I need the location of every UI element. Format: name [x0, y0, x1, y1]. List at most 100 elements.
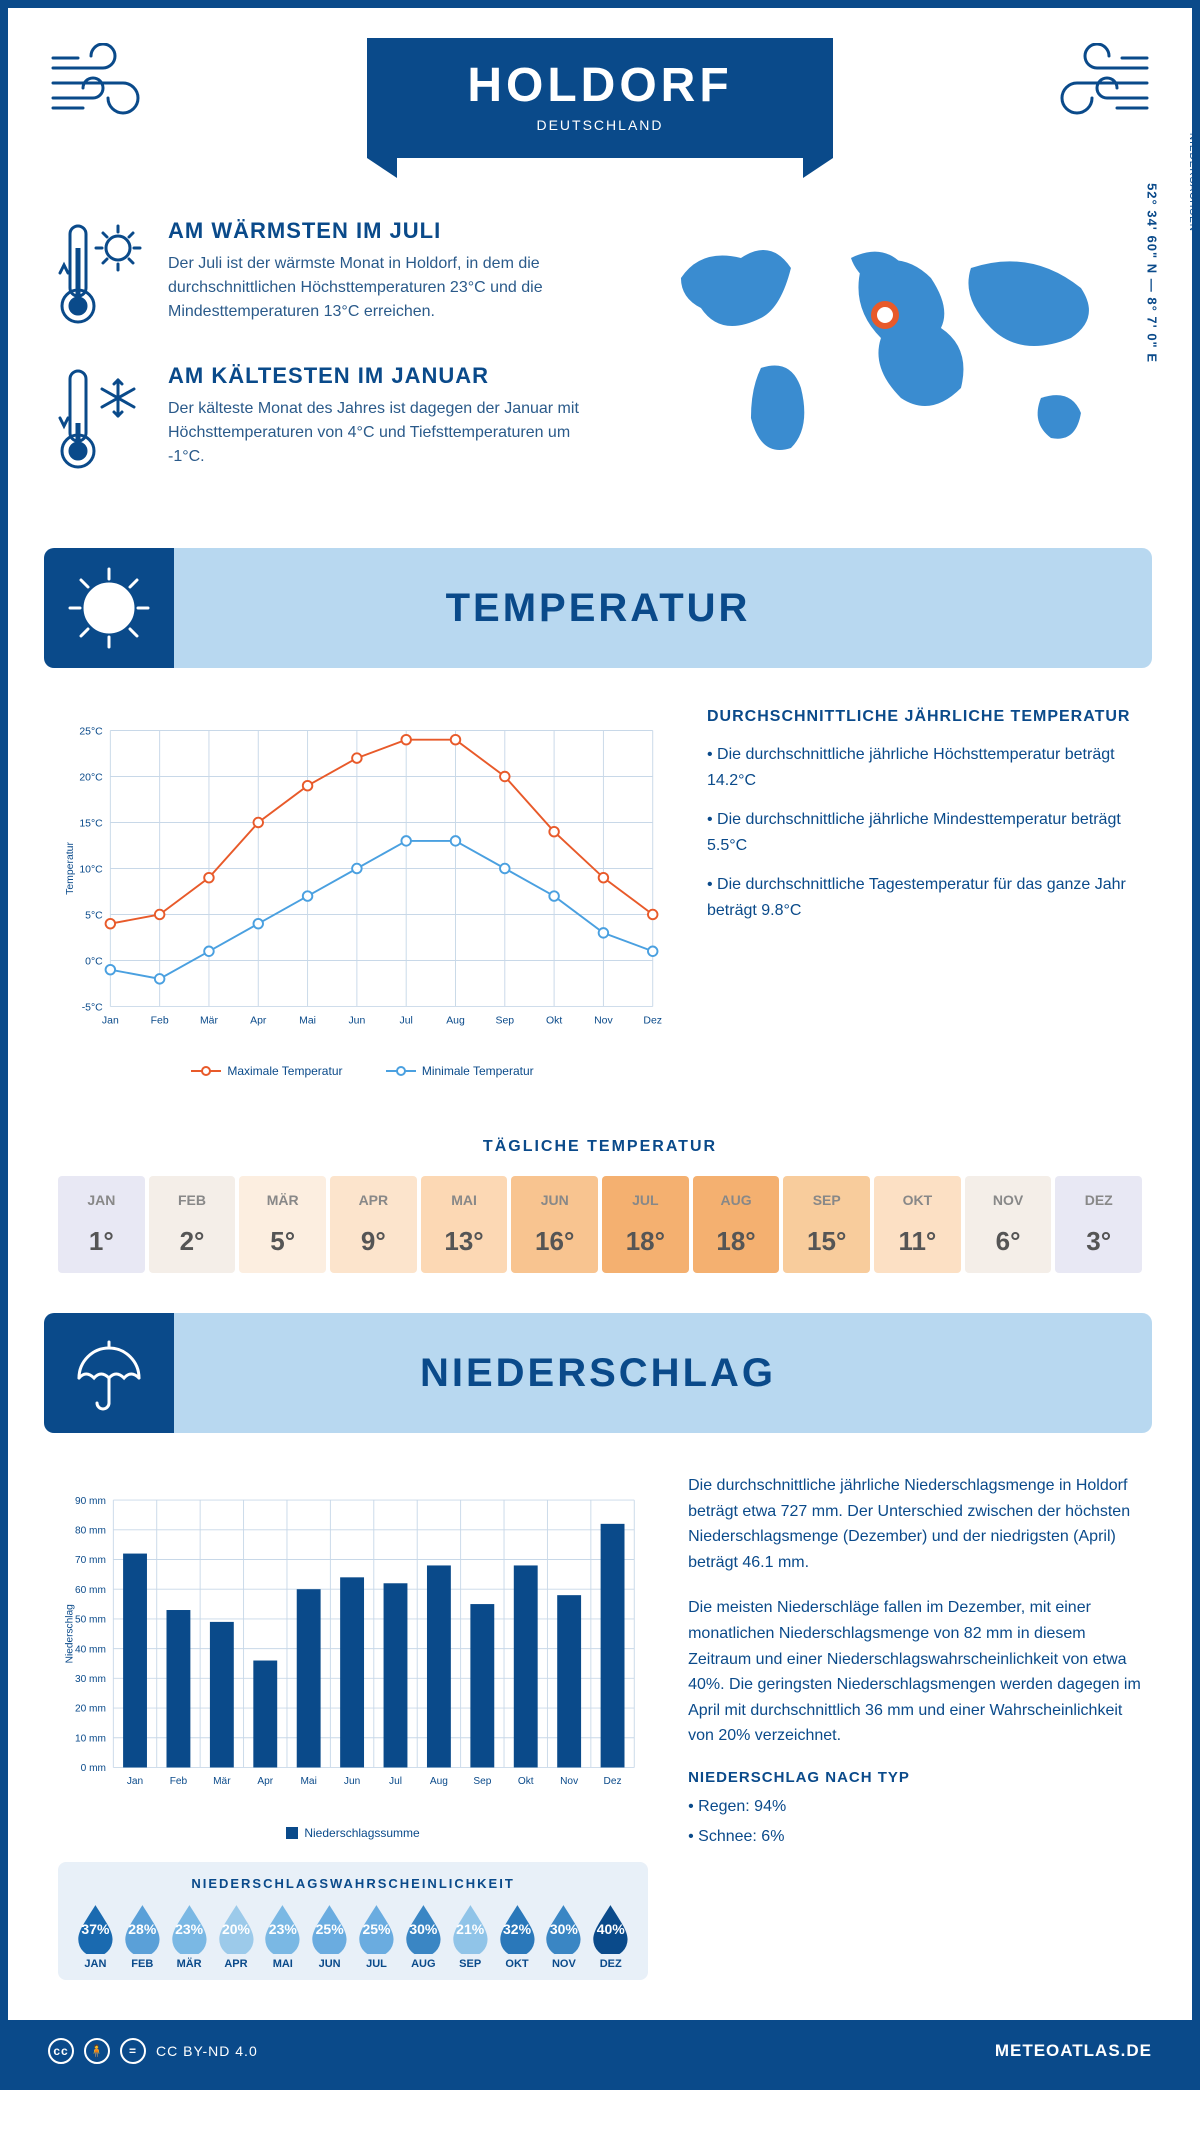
region-label: NIEDERSACHSEN [1187, 133, 1198, 232]
map-pin-icon [871, 301, 899, 329]
probability-cell: 25%JUL [355, 1903, 398, 1970]
svg-text:Feb: Feb [151, 1016, 169, 1027]
temperature-chart: -5°C 0°C 5°C 10°C 15°C 20°C 25°C Jan Feb Mär Apr Ma… [58, 708, 667, 1078]
daily-temp-cell: MÄR5° [239, 1176, 326, 1273]
section-title: NIEDERSCHLAG [174, 1351, 1152, 1396]
daily-temp-cell: MAI13° [421, 1176, 508, 1273]
svg-text:25°C: 25°C [79, 726, 103, 737]
probability-cell: 25%JUN [308, 1903, 351, 1970]
svg-text:10°C: 10°C [79, 864, 103, 875]
wind-icon-right [1032, 43, 1152, 128]
svg-text:70 mm: 70 mm [75, 1555, 106, 1566]
temperature-info: DURCHSCHNITTLICHE JÄHRLICHE TEMPERATUR •… [707, 708, 1142, 1078]
svg-text:Jun: Jun [344, 1776, 360, 1787]
svg-text:Mär: Mär [200, 1016, 219, 1027]
thermometer-sun-icon [58, 218, 148, 333]
svg-text:60 mm: 60 mm [75, 1585, 106, 1596]
country-name: DEUTSCHLAND [467, 117, 732, 133]
svg-text:Apr: Apr [257, 1776, 273, 1787]
section-title: TEMPERATUR [174, 586, 1152, 631]
by-type-item: • Schnee: 6% [688, 1824, 1142, 1850]
world-map [640, 218, 1142, 478]
coordinates: 52° 34' 60" N — 8° 7' 0" E [1145, 183, 1160, 363]
precipitation-left: 0 mm10 mm20 mm30 mm40 mm50 mm60 mm70 mm8… [58, 1473, 648, 1980]
temperature-section-header: TEMPERATUR [48, 548, 1152, 668]
svg-text:40 mm: 40 mm [75, 1644, 106, 1655]
daily-temp-cell: NOV6° [965, 1176, 1052, 1273]
svg-text:Dez: Dez [604, 1776, 622, 1787]
city-name: HOLDORF [467, 58, 732, 113]
license-text: CC BY-ND 4.0 [156, 2043, 258, 2059]
probability-box: NIEDERSCHLAGSWAHRSCHEINLICHKEIT 37%JAN28… [58, 1862, 648, 1980]
temperature-content: -5°C 0°C 5°C 10°C 15°C 20°C 25°C Jan Feb Mär Apr Ma… [8, 668, 1192, 1118]
probability-cell: 23%MAI [261, 1903, 304, 1970]
thermometer-snow-icon [58, 363, 148, 478]
svg-text:Apr: Apr [250, 1016, 267, 1027]
sun-icon [44, 548, 174, 668]
svg-text:5°C: 5°C [85, 910, 103, 921]
svg-text:Aug: Aug [446, 1016, 465, 1027]
svg-text:0°C: 0°C [85, 956, 103, 967]
daily-temp-cell: JAN1° [58, 1176, 145, 1273]
daily-temp-cell: OKT11° [874, 1176, 961, 1273]
svg-text:30 mm: 30 mm [75, 1674, 106, 1685]
by-type-title: NIEDERSCHLAG NACH TYP [688, 1769, 1142, 1786]
svg-text:80 mm: 80 mm [75, 1525, 106, 1536]
svg-text:-5°C: -5°C [82, 1002, 103, 1013]
precip-paragraph: Die meisten Niederschläge fallen im Deze… [688, 1595, 1142, 1749]
svg-text:Dez: Dez [643, 1016, 662, 1027]
license: cc 🧍 = CC BY-ND 4.0 [48, 2038, 258, 2064]
fact-coldest: AM KÄLTESTEN IM JANUAR Der kälteste Mona… [58, 363, 610, 478]
footer: cc 🧍 = CC BY-ND 4.0 METEOATLAS.DE [8, 2020, 1192, 2082]
by-type-item: • Regen: 94% [688, 1794, 1142, 1820]
daily-temp-cell: JUN16° [511, 1176, 598, 1273]
fact-title: AM KÄLTESTEN IM JANUAR [168, 363, 610, 389]
precipitation-text: Die durchschnittliche jährliche Niedersc… [688, 1473, 1142, 1980]
header: HOLDORF DEUTSCHLAND [8, 8, 1192, 208]
svg-text:Temperatur: Temperatur [65, 842, 76, 895]
svg-text:Mai: Mai [301, 1776, 317, 1787]
umbrella-icon [44, 1313, 174, 1433]
svg-text:Jul: Jul [399, 1016, 412, 1027]
info-title: DURCHSCHNITTLICHE JÄHRLICHE TEMPERATUR [707, 708, 1142, 726]
svg-text:Nov: Nov [594, 1016, 613, 1027]
svg-text:50 mm: 50 mm [75, 1615, 106, 1626]
fact-title: AM WÄRMSTEN IM JULI [168, 218, 610, 244]
probability-cell: 37%JAN [74, 1903, 117, 1970]
svg-text:Okt: Okt [518, 1776, 534, 1787]
cc-icon: cc [48, 2038, 74, 2064]
daily-title: TÄGLICHE TEMPERATUR [58, 1138, 1142, 1156]
precip-legend: Niederschlagssumme [58, 1826, 648, 1842]
probability-cell: 23%MÄR [168, 1903, 211, 1970]
svg-text:Jul: Jul [389, 1776, 402, 1787]
info-bullet: • Die durchschnittliche jährliche Mindes… [707, 807, 1142, 858]
probability-cell: 21%SEP [449, 1903, 492, 1970]
svg-text:90 mm: 90 mm [75, 1496, 106, 1507]
daily-temp-cell: FEB2° [149, 1176, 236, 1273]
svg-text:Jan: Jan [127, 1776, 143, 1787]
nd-icon: = [120, 2038, 146, 2064]
site-name: METEOATLAS.DE [995, 2041, 1152, 2061]
svg-text:Sep: Sep [473, 1776, 491, 1787]
precipitation-content: 0 mm10 mm20 mm30 mm40 mm50 mm60 mm70 mm8… [8, 1433, 1192, 2020]
svg-text:10 mm: 10 mm [75, 1733, 106, 1744]
legend-min: Minimale Temperatur [422, 1064, 534, 1078]
probability-cell: 30%AUG [402, 1903, 445, 1970]
daily-temp-cell: SEP15° [783, 1176, 870, 1273]
legend-max: Maximale Temperatur [227, 1064, 342, 1078]
fact-body: Der kälteste Monat des Jahres ist dagege… [168, 397, 610, 469]
svg-text:15°C: 15°C [79, 818, 103, 829]
precipitation-section-header: NIEDERSCHLAG [48, 1313, 1152, 1433]
precip-paragraph: Die durchschnittliche jährliche Niedersc… [688, 1473, 1142, 1575]
map-column: NIEDERSACHSEN 52° 34' 60" N — 8° 7' 0" E [640, 218, 1142, 508]
svg-text:Jun: Jun [348, 1016, 365, 1027]
svg-text:Aug: Aug [430, 1776, 448, 1787]
probability-cell: 40%DEZ [589, 1903, 632, 1970]
intro-section: AM WÄRMSTEN IM JULI Der Juli ist der wär… [8, 208, 1192, 548]
fact-body: Der Juli ist der wärmste Monat in Holdor… [168, 252, 610, 324]
svg-text:20°C: 20°C [79, 772, 103, 783]
wind-icon-left [48, 43, 168, 128]
info-bullet: • Die durchschnittliche Tagestemperatur … [707, 872, 1142, 923]
svg-text:Jan: Jan [102, 1016, 119, 1027]
svg-text:Mär: Mär [213, 1776, 231, 1787]
